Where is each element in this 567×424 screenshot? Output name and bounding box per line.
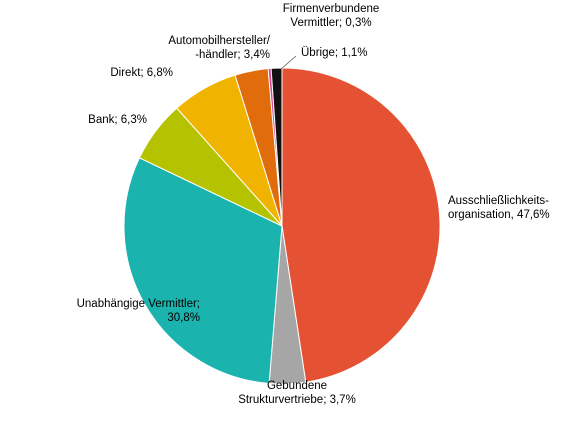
- slice-label-8: Übrige; 1,1%: [301, 47, 367, 59]
- slice-label-line: Ausschließlichkeits-: [448, 195, 549, 207]
- slice-label-line: Direkt; 6,8%: [110, 67, 173, 79]
- pie-slice-1: [281, 67, 441, 383]
- slice-label-line: Automobilhersteller/: [168, 35, 270, 47]
- slice-label-line: Vermittler; 0,3%: [290, 17, 371, 29]
- slice-label-7: Firmenverbundene Vermittler; 0,3%: [283, 3, 380, 29]
- slice-label-line: Gebundene: [267, 380, 327, 392]
- slice-label-3: Unabhängige Vermittler; 30,8%: [77, 298, 200, 324]
- slice-label-line: Strukturvertriebe; 3,7%: [238, 394, 356, 406]
- slice-label-6: Automobilhersteller/ -händler; 3,4%: [168, 35, 270, 61]
- slice-label-line: Bank; 6,3%: [88, 114, 147, 126]
- slice-label-4: Bank; 6,3%: [88, 114, 147, 126]
- slice-label-2: Gebundene Strukturvertriebe; 3,7%: [238, 380, 356, 406]
- slice-label-line: 30,8%: [167, 312, 200, 324]
- slice-label-line: Unabhängige Vermittler;: [77, 298, 200, 310]
- slice-label-5: Direkt; 6,8%: [110, 67, 173, 79]
- slice-label-line: Firmenverbundene: [283, 3, 380, 15]
- slice-label-line: -händler; 3,4%: [195, 49, 270, 61]
- slice-label-line: organisation, 47,6%: [448, 209, 550, 221]
- slice-label-1: Ausschließlichkeits-organisation, 47,6%: [448, 195, 550, 221]
- leader-line-1: [280, 55, 297, 70]
- slice-label-line: Übrige; 1,1%: [301, 47, 367, 59]
- pie-slice-3: [123, 157, 283, 385]
